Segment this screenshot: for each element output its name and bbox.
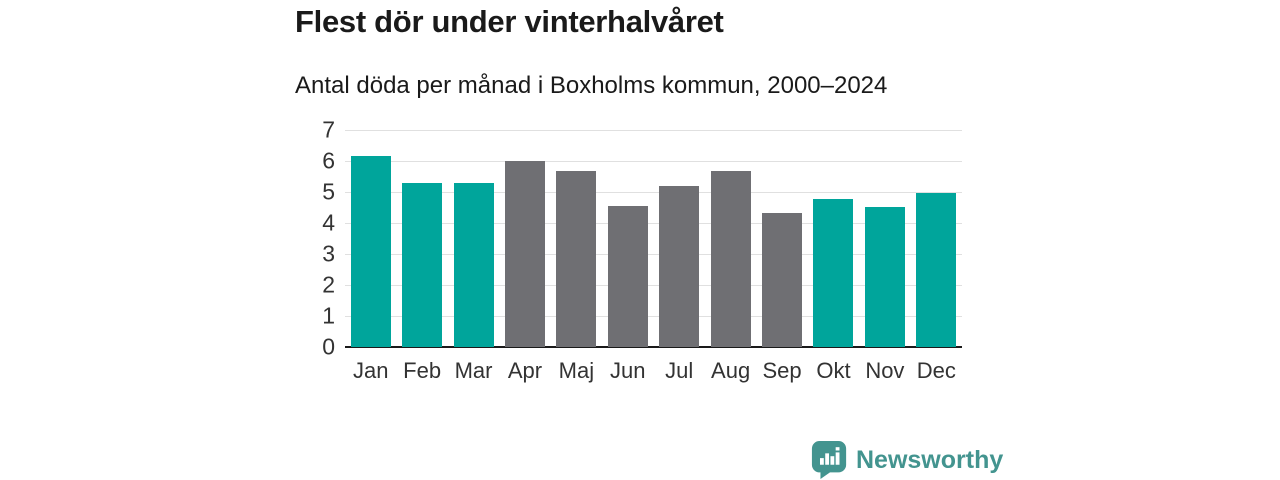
bar-nov (864, 206, 905, 347)
x-tick-label-feb: Feb (403, 358, 442, 383)
bar-sep (762, 213, 803, 347)
x-tick-label-nov: Nov (865, 358, 905, 383)
bar-maj (556, 170, 597, 347)
bar-jun (607, 205, 648, 347)
x-tick-label-apr: Apr (507, 358, 543, 383)
newsworthy-logo-text: Newsworthy (856, 445, 1004, 474)
bar-apr (504, 161, 545, 347)
y-tick-label-0: 0 (322, 333, 335, 360)
y-tick-label-5: 5 (322, 178, 335, 205)
bar-aug (710, 170, 751, 347)
y-tick-label-6: 6 (322, 147, 335, 174)
y-tick-label-2: 2 (322, 271, 335, 298)
gridline-5 (345, 192, 962, 193)
chart-title: Flest dör under vinterhalvåret (295, 4, 724, 39)
x-axis-line (345, 346, 962, 348)
x-tick-label-aug: Aug (711, 358, 751, 383)
newsworthy-logo: Newsworthy (811, 441, 1003, 479)
y-tick-label-3: 3 (322, 240, 335, 267)
gridline-1 (345, 316, 962, 317)
x-tick-label-jan: Jan (352, 358, 389, 383)
x-tick-label-jul: Jul (665, 358, 694, 383)
newsworthy-logo-icon (811, 441, 847, 479)
bar-jan (350, 156, 391, 347)
x-axis-labels: Jan Feb Mar Apr Maj Jun Jul Aug Sep Okt Nov Dec (345, 358, 962, 388)
gridline-4 (345, 223, 962, 224)
bar-okt (813, 199, 854, 347)
chart-subtitle: Antal döda per månad i Boxholms kommun, … (295, 72, 888, 99)
x-tick-label-jun: Jun (610, 358, 646, 383)
y-axis-labels: 0 1 2 3 4 5 6 7 (0, 118, 335, 358)
gridline-2 (345, 285, 962, 286)
x-tick-label-dec: Dec (916, 358, 956, 383)
gridline-6 (345, 161, 962, 162)
bar-dec (916, 193, 957, 347)
gridline-7 (345, 130, 962, 131)
plot-area (345, 130, 962, 348)
x-tick-label-okt: Okt (816, 358, 851, 383)
bar-jul (659, 185, 700, 347)
y-tick-label-7: 7 (322, 116, 335, 143)
x-tick-label-maj: Maj (558, 358, 595, 383)
bar-feb (402, 183, 443, 347)
x-tick-label-sep: Sep (762, 358, 802, 383)
x-tick-label-mar: Mar (454, 358, 493, 383)
y-tick-label-1: 1 (322, 302, 335, 329)
y-tick-label-4: 4 (322, 209, 335, 236)
bar-mar (453, 183, 494, 347)
gridline-3 (345, 254, 962, 255)
bar-chart: 0 1 2 3 4 5 6 7 Jan Feb Mar Apr Maj Jun Jul Aug Sep Okt N… (0, 118, 1280, 400)
